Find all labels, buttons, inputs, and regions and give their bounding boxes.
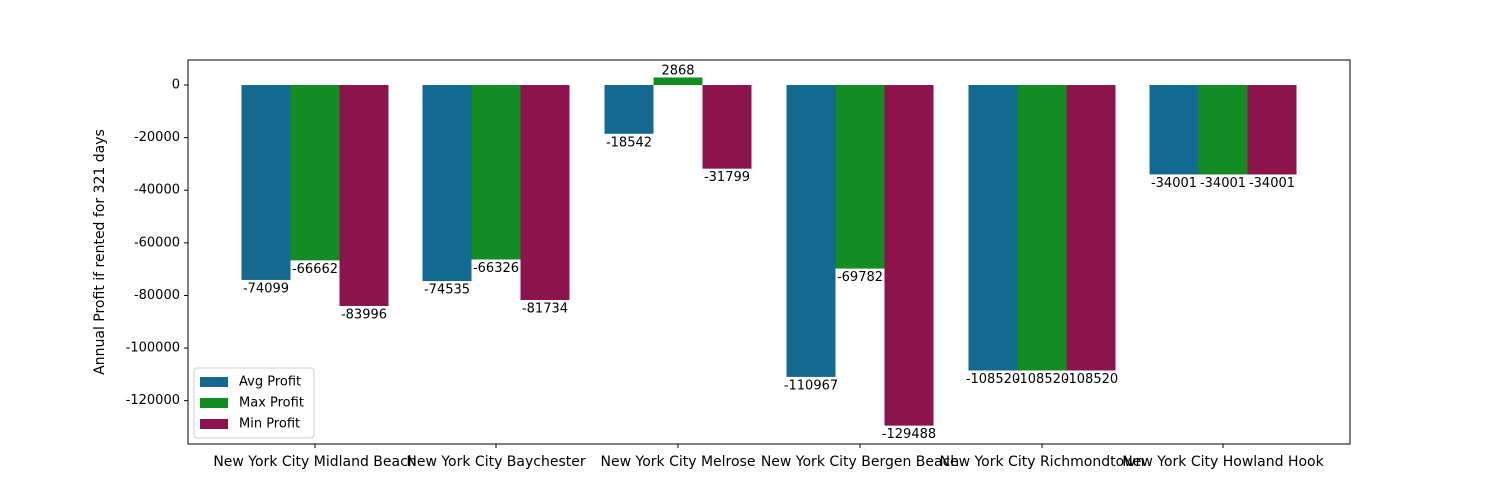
- bar-min-profit: [520, 85, 570, 301]
- bar-min-profit: [339, 85, 389, 306]
- bar-avg-profit: [241, 85, 291, 280]
- bar-max-profit: [1198, 85, 1248, 175]
- y-tick-label: -80000: [134, 288, 180, 303]
- y-tick-label: -120000: [126, 393, 180, 408]
- y-tick-label: -20000: [134, 130, 180, 145]
- bar-value-label: -69782: [837, 270, 883, 285]
- value-labels-layer: -74099 -74535 -18542 -110967 -108520 -34001 -6…: [243, 63, 1295, 442]
- y-tick-label: -60000: [134, 235, 180, 250]
- bar-avg-profit: [422, 85, 472, 282]
- bar-avg-profit: [968, 85, 1018, 371]
- x-tick-label: New York City Bergen Beach: [761, 454, 959, 470]
- bars-layer: [241, 77, 1297, 426]
- bar-value-label: -18542: [606, 135, 652, 150]
- bar-value-label: -129488: [882, 427, 936, 442]
- bar-min-profit: [702, 85, 752, 169]
- bar-value-label: 2868: [661, 63, 694, 78]
- bar-value-label: -74099: [243, 281, 289, 296]
- bar-value-label: -66326: [473, 261, 519, 276]
- legend-swatch: [200, 398, 228, 408]
- bar-value-label: -81734: [522, 302, 568, 317]
- legend-label: Max Profit: [239, 396, 304, 411]
- bar-value-label: -34001: [1151, 176, 1197, 191]
- y-tick-label: -100000: [126, 341, 180, 356]
- bar-value-label: -74535: [424, 283, 470, 298]
- y-tick-label: -40000: [134, 183, 180, 198]
- y-axis: 0 -20000 -40000 -60000 -80000 -100000 -120000: [126, 78, 188, 408]
- bar-value-label: -110967: [784, 378, 838, 393]
- bar-min-profit: [884, 85, 934, 426]
- bar-min-profit: [1247, 85, 1297, 175]
- bar-max-profit: [653, 77, 703, 86]
- x-tick-label: New York City Melrose: [601, 454, 756, 470]
- bar-value-label: -66662: [292, 262, 338, 277]
- bar-value-label: -108520: [966, 372, 1020, 387]
- bar-value-label: -108520: [1015, 372, 1069, 387]
- y-tick-label: 0: [172, 78, 180, 93]
- bar-value-label: -34001: [1200, 176, 1246, 191]
- x-tick-label: New York City Baychester: [406, 454, 585, 470]
- bar-value-label: -34001: [1249, 176, 1295, 191]
- bar-max-profit: [471, 85, 521, 260]
- x-tick-label: New York City Midland Beach: [213, 454, 416, 470]
- bar-max-profit: [290, 85, 340, 261]
- x-tick-label: New York City Richmondtown: [940, 454, 1145, 470]
- legend-swatch: [200, 419, 228, 429]
- legend-swatch: [200, 377, 228, 387]
- x-tick-label: New York City Howland Hook: [1122, 454, 1324, 470]
- bar-value-label: -31799: [704, 170, 750, 185]
- y-axis-label: Annual Profit if rented for 321 days: [92, 129, 108, 375]
- bar-value-label: -108520: [1064, 372, 1118, 387]
- legend: Avg Profit Max Profit Min Profit: [193, 367, 315, 439]
- legend-label: Avg Profit: [239, 375, 301, 390]
- bar-max-profit: [835, 85, 885, 269]
- plot-frame: [187, 59, 1351, 445]
- bar-avg-profit: [786, 85, 836, 377]
- bar-avg-profit: [604, 85, 654, 134]
- bar-avg-profit: [1149, 85, 1199, 175]
- bar-value-label: -83996: [341, 307, 387, 322]
- bar-min-profit: [1066, 85, 1116, 371]
- bar-max-profit: [1017, 85, 1067, 371]
- legend-label: Min Profit: [239, 417, 300, 432]
